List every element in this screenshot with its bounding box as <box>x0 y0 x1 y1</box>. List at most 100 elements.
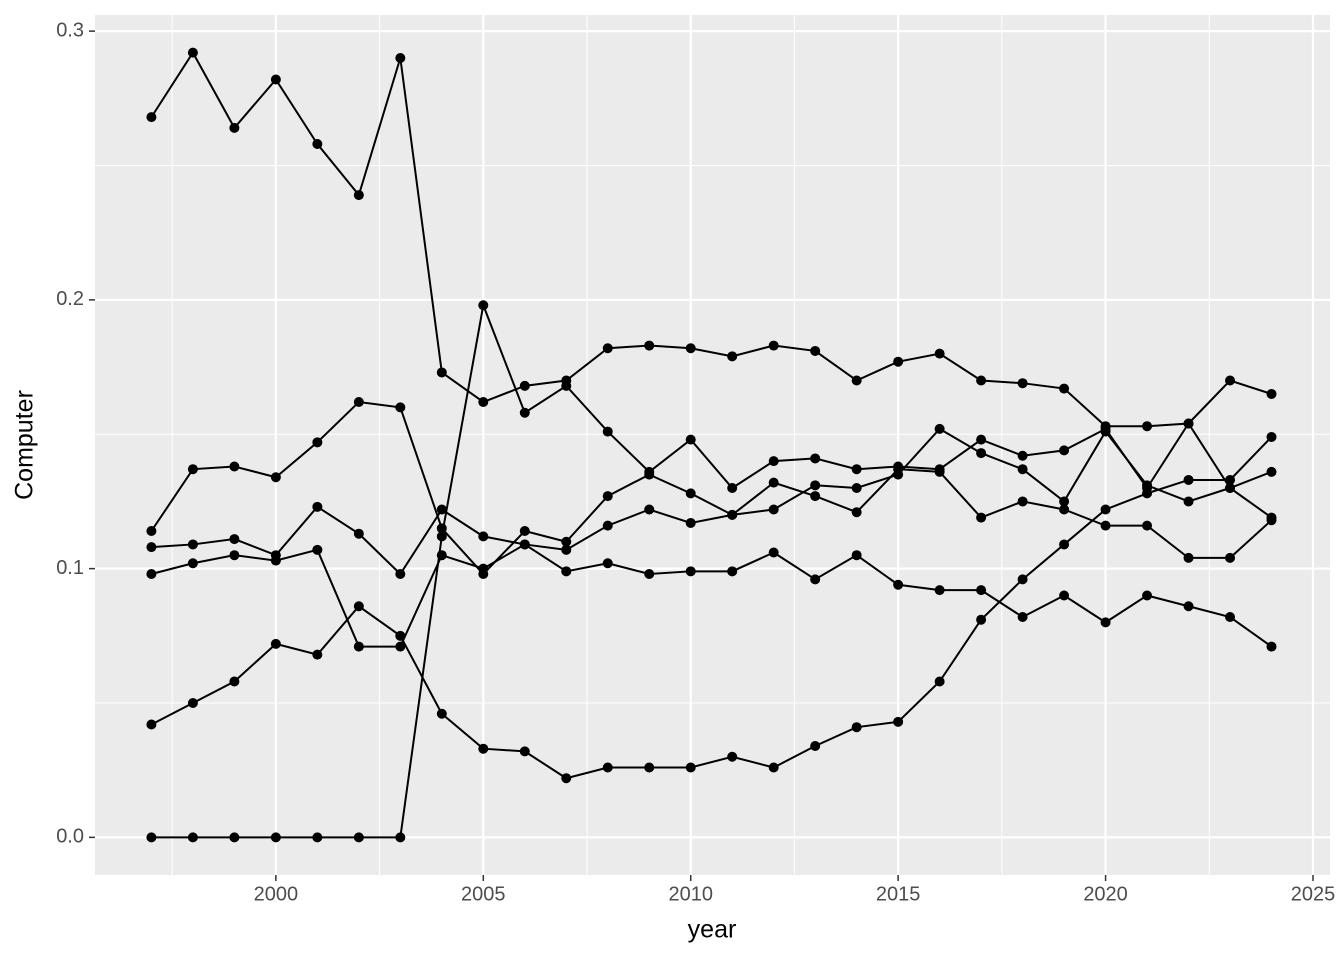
data-point <box>395 53 406 63</box>
data-point <box>561 536 572 547</box>
data-point <box>1266 388 1277 399</box>
data-point <box>1225 552 1236 563</box>
series-line <box>151 301 1273 839</box>
data-point <box>644 469 655 480</box>
data-point <box>644 504 655 515</box>
data-point <box>312 139 323 149</box>
data-point <box>810 453 821 464</box>
data-point <box>602 762 613 773</box>
data-point <box>1017 378 1028 389</box>
data-point <box>561 380 572 391</box>
data-point <box>976 448 987 459</box>
data-point <box>1100 617 1111 628</box>
data-point <box>1059 539 1070 550</box>
data-point <box>768 504 779 515</box>
data-point <box>1183 418 1194 429</box>
data-point <box>934 348 945 359</box>
x-tick-label: 2005 <box>461 883 506 905</box>
data-point <box>519 746 530 757</box>
x-axis-title: year <box>688 916 737 944</box>
data-point <box>312 832 323 843</box>
data-point <box>1142 421 1153 432</box>
panel <box>95 15 1330 875</box>
data-point <box>519 380 530 391</box>
data-point <box>685 488 696 499</box>
data-point <box>1225 375 1236 386</box>
data-point <box>768 762 779 773</box>
data-point <box>561 544 572 555</box>
data-point <box>312 437 323 448</box>
data-point <box>644 762 655 773</box>
data-point <box>1059 504 1070 515</box>
data-point <box>395 569 406 579</box>
data-point <box>934 676 945 687</box>
data-point <box>229 461 240 472</box>
data-point <box>851 483 862 493</box>
data-point <box>229 534 240 545</box>
data-point <box>976 585 987 596</box>
data-point <box>312 544 323 555</box>
data-point <box>602 520 613 531</box>
data-point <box>478 563 489 574</box>
data-point <box>312 649 323 660</box>
data-point <box>1100 520 1111 531</box>
data-point <box>436 504 447 515</box>
data-point <box>1183 474 1194 485</box>
data-point <box>1017 450 1028 461</box>
data-point <box>561 773 572 784</box>
data-point <box>1266 641 1277 652</box>
data-point <box>1183 601 1194 612</box>
data-point <box>727 566 738 577</box>
data-point <box>727 351 738 362</box>
data-point <box>1266 466 1277 477</box>
data-point <box>1017 612 1028 622</box>
data-point <box>395 630 406 641</box>
data-point <box>478 531 489 542</box>
data-point <box>1017 464 1028 475</box>
y-axis-title: Computer <box>11 390 39 500</box>
data-point <box>1017 496 1028 507</box>
data-point <box>1100 426 1111 437</box>
data-point <box>893 579 904 590</box>
data-point <box>519 526 530 536</box>
data-point <box>353 528 364 539</box>
grid <box>95 15 1330 875</box>
data-point <box>436 367 447 378</box>
series-line <box>151 427 1272 576</box>
data-point <box>146 526 157 536</box>
data-point <box>685 566 696 577</box>
data-point <box>976 375 987 386</box>
data-point <box>1183 552 1194 563</box>
data-point <box>976 512 987 523</box>
data-point <box>934 466 945 477</box>
data-point <box>353 190 364 201</box>
data-point <box>1059 445 1070 456</box>
data-point <box>644 569 655 579</box>
data-point <box>1059 383 1070 394</box>
data-point <box>1266 431 1277 442</box>
data-point <box>851 550 862 561</box>
data-point <box>685 517 696 528</box>
data-point <box>519 407 530 418</box>
data-point <box>353 397 364 407</box>
data-point <box>146 832 157 843</box>
data-point <box>810 574 821 585</box>
data-point <box>187 464 198 475</box>
data-point <box>229 550 240 561</box>
data-point <box>768 477 779 488</box>
data-point <box>187 698 198 708</box>
data-point <box>478 743 489 754</box>
data-point <box>685 762 696 773</box>
data-point <box>685 434 696 445</box>
data-point <box>353 601 364 612</box>
data-point <box>727 483 738 493</box>
data-point <box>270 74 281 85</box>
series-line <box>150 436 1273 780</box>
data-point <box>768 456 779 467</box>
data-point <box>146 719 157 730</box>
marks <box>146 47 1277 843</box>
data-point <box>229 122 240 133</box>
y-tick-label: 0.0 <box>56 826 84 848</box>
data-point <box>768 340 779 351</box>
data-point <box>1059 590 1070 601</box>
